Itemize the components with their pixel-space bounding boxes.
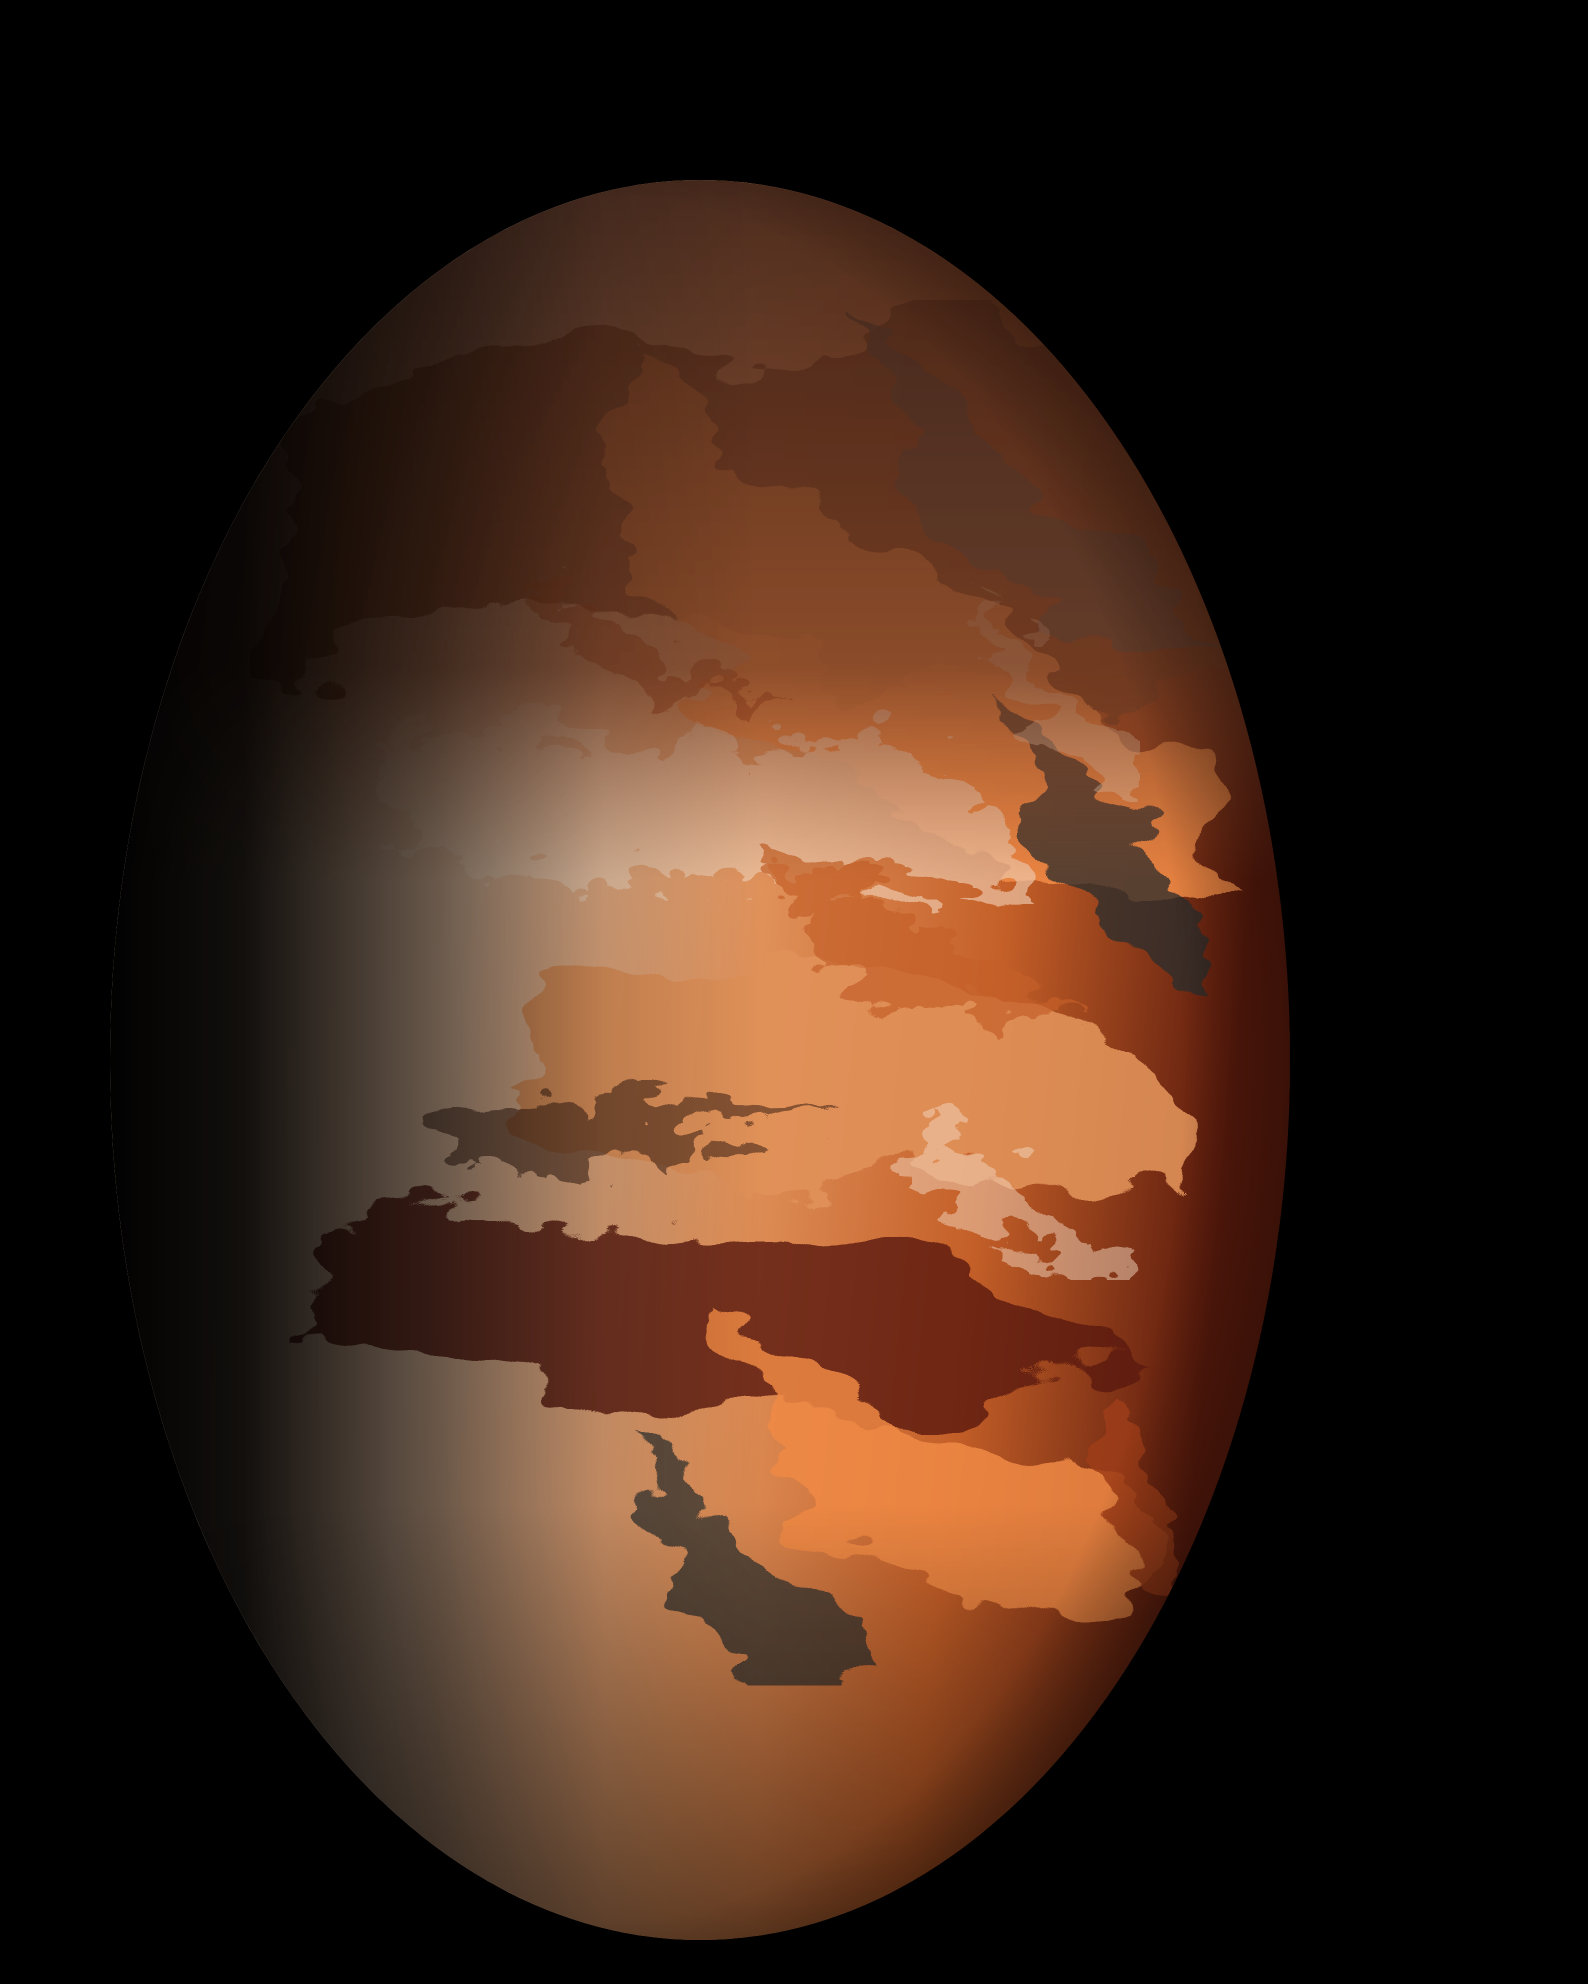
planet-sphere [110,180,1290,1940]
